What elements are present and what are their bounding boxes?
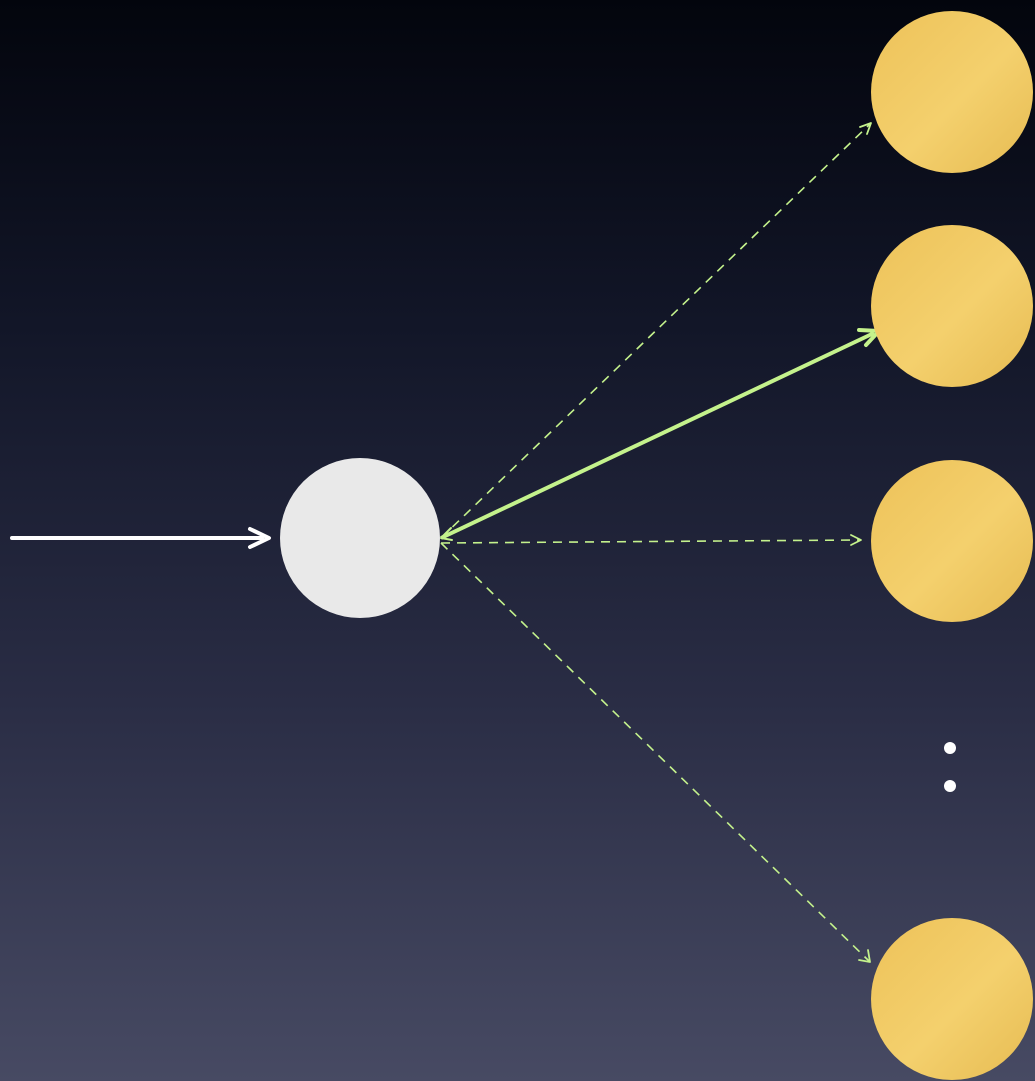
target-node-2 [871,225,1033,387]
edge-to-target-3 [440,539,861,544]
source-node [280,458,440,618]
edge-to-target-1 [440,123,871,539]
target-node-3 [871,460,1033,622]
edge-arrowhead-3 [850,534,862,546]
target-nodes [871,11,1033,1080]
ellipsis-dot-1 [944,742,956,754]
edge-to-target-4 [440,542,870,962]
input-arrow [10,527,271,549]
target-node-4 [871,918,1033,1080]
edge-tail-mark-2 [440,527,453,541]
ellipsis-dots [944,742,956,792]
edge-to-target-2 [440,331,875,540]
target-node-1 [871,11,1033,173]
input-arrowhead [248,527,271,549]
edge-group [440,122,881,963]
edge-arrowhead-1 [859,122,872,135]
edge-arrowhead-4 [858,949,871,963]
ellipsis-dot-2 [944,780,956,792]
